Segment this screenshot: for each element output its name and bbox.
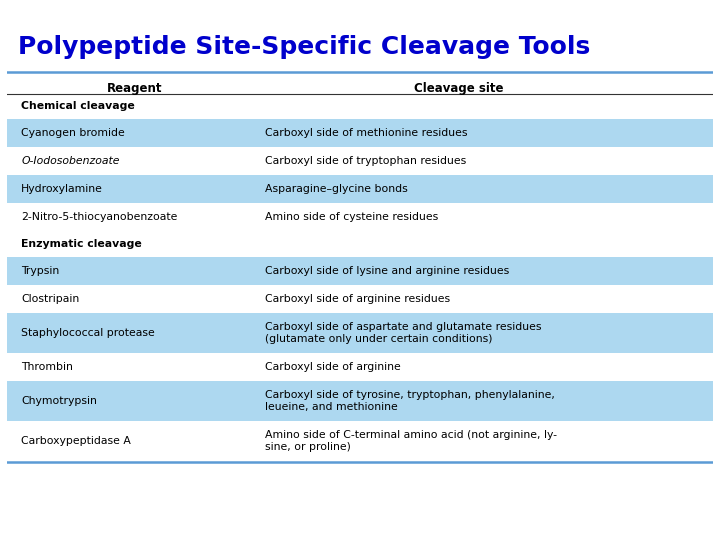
Text: Trypsin: Trypsin [22,266,60,276]
Text: Carboxyl side of arginine: Carboxyl side of arginine [265,362,400,372]
Text: 2-Nitro-5-thiocyanobenzoate: 2-Nitro-5-thiocyanobenzoate [22,212,178,222]
Text: Carboxyl side of tryptophan residues: Carboxyl side of tryptophan residues [265,156,466,166]
Text: Amino side of cysteine residues: Amino side of cysteine residues [265,212,438,222]
Text: Carboxyl side of aspartate and glutamate residues
(glutamate only under certain : Carboxyl side of aspartate and glutamate… [265,322,541,344]
Text: Enzymatic cleavage: Enzymatic cleavage [22,239,142,249]
Text: Cleavage site: Cleavage site [414,82,503,95]
Text: Carboxyl side of lysine and arginine residues: Carboxyl side of lysine and arginine res… [265,266,509,276]
Text: Chymotrypsin: Chymotrypsin [22,396,97,406]
Text: Carboxypeptidase A: Carboxypeptidase A [22,436,131,447]
Text: O-Iodosobenzoate: O-Iodosobenzoate [22,156,120,166]
Bar [7,381,713,421]
Text: Carboxyl side of methionine residues: Carboxyl side of methionine residues [265,128,467,138]
Text: Amino side of C-terminal amino acid (not arginine, ly-
sine, or proline): Amino side of C-terminal amino acid (not… [265,430,557,453]
Text: Polypeptide Site-Specific Cleavage Tools: Polypeptide Site-Specific Cleavage Tools [18,35,590,58]
Text: Asparagine–glycine bonds: Asparagine–glycine bonds [265,184,408,194]
Bar [7,257,713,285]
Text: Chemical cleavage: Chemical cleavage [22,102,135,111]
Text: Carboxyl side of tyrosine, tryptophan, phenylalanine,
leueine, and methionine: Carboxyl side of tyrosine, tryptophan, p… [265,390,554,412]
Text: Clostripain: Clostripain [22,294,80,304]
Text: Cyanogen bromide: Cyanogen bromide [22,128,125,138]
Bar [7,313,713,353]
Text: Thrombin: Thrombin [22,362,73,372]
Text: Carboxyl side of arginine residues: Carboxyl side of arginine residues [265,294,450,304]
Text: Hydroxylamine: Hydroxylamine [22,184,103,194]
Bar [7,119,713,147]
Bar [7,176,713,204]
Text: Reagent: Reagent [107,82,162,95]
Text: Staphylococcal protease: Staphylococcal protease [22,328,155,338]
